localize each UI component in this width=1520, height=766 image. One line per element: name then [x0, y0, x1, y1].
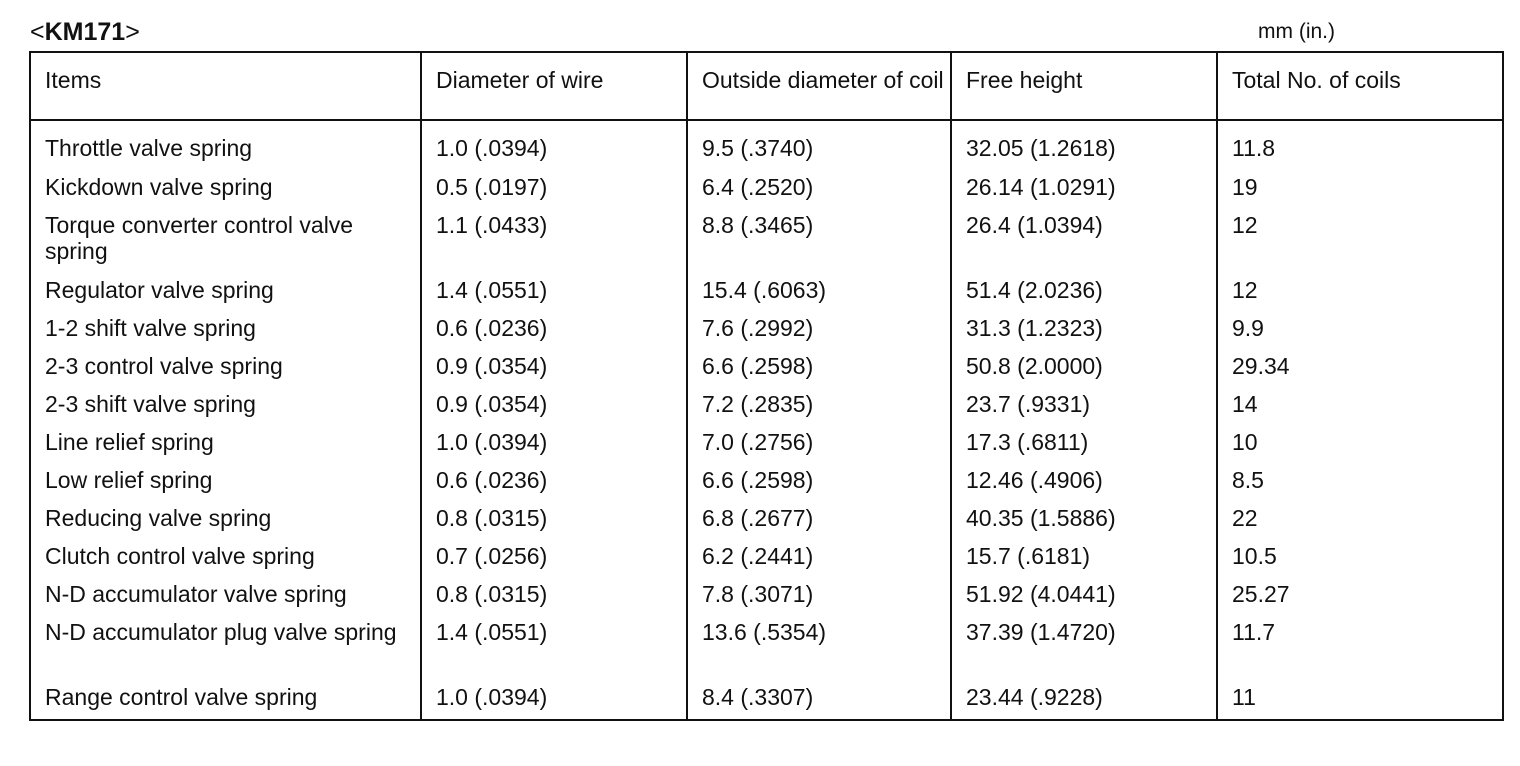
cell-free-height: 51.92 (4.0441) — [950, 573, 1218, 611]
column-header-total-coils: Total No. of coils — [1216, 52, 1504, 121]
cell-item: N-D accumulator plug valve spring — [29, 611, 422, 676]
table-row: 2-3 shift valve spring 0.9 (.0354) 7.2 (… — [29, 383, 1504, 421]
cell-total-coils: 10.5 — [1216, 535, 1504, 573]
table-row: Low relief spring 0.6 (.0236) 6.6 (.2598… — [29, 459, 1504, 497]
column-header-coil-outside-diameter: Outside diameter of coil — [686, 52, 952, 121]
column-header-items: Items — [29, 52, 422, 121]
table-row: Torque converter control valve spring 1.… — [29, 204, 1504, 269]
cell-coil-diameter: 13.6 (.5354) — [686, 611, 952, 676]
model-label: <KM171> — [30, 16, 140, 48]
cell-item: Torque converter control valve spring — [29, 204, 422, 269]
cell-item: 2-3 shift valve spring — [29, 383, 422, 421]
cell-total-coils: 22 — [1216, 497, 1504, 535]
cell-item: Reducing valve spring — [29, 497, 422, 535]
cell-item: Line relief spring — [29, 421, 422, 459]
cell-total-coils: 8.5 — [1216, 459, 1504, 497]
cell-wire-diameter: 0.6 (.0236) — [420, 459, 688, 497]
cell-total-coils: 9.9 — [1216, 307, 1504, 345]
cell-total-coils: 12 — [1216, 204, 1504, 269]
cell-free-height: 26.14 (1.0291) — [950, 166, 1218, 204]
table-row: 1-2 shift valve spring 0.6 (.0236) 7.6 (… — [29, 307, 1504, 345]
cell-free-height: 26.4 (1.0394) — [950, 204, 1218, 269]
cell-coil-diameter: 7.0 (.2756) — [686, 421, 952, 459]
cell-total-coils: 12 — [1216, 269, 1504, 307]
cell-wire-diameter: 1.0 (.0394) — [420, 120, 688, 166]
table-row: Clutch control valve spring 0.7 (.0256) … — [29, 535, 1504, 573]
cell-item: N-D accumulator valve spring — [29, 573, 422, 611]
cell-coil-diameter: 6.2 (.2441) — [686, 535, 952, 573]
cell-wire-diameter: 0.9 (.0354) — [420, 383, 688, 421]
cell-item: Low relief spring — [29, 459, 422, 497]
cell-free-height: 51.4 (2.0236) — [950, 269, 1218, 307]
cell-coil-diameter: 7.6 (.2992) — [686, 307, 952, 345]
model-bracket-close: > — [125, 18, 140, 46]
cell-item: Kickdown valve spring — [29, 166, 422, 204]
cell-coil-diameter: 9.5 (.3740) — [686, 120, 952, 166]
cell-coil-diameter: 6.4 (.2520) — [686, 166, 952, 204]
cell-coil-diameter: 8.4 (.3307) — [686, 676, 952, 720]
table-row: 2-3 control valve spring 0.9 (.0354) 6.6… — [29, 345, 1504, 383]
cell-wire-diameter: 1.0 (.0394) — [420, 676, 688, 720]
spring-spec-table: Items Diameter of wire Outside diameter … — [29, 51, 1504, 721]
cell-free-height: 31.3 (1.2323) — [950, 307, 1218, 345]
cell-coil-diameter: 15.4 (.6063) — [686, 269, 952, 307]
table-row: N-D accumulator valve spring 0.8 (.0315)… — [29, 573, 1504, 611]
model-code: KM171 — [44, 18, 126, 46]
cell-wire-diameter: 0.5 (.0197) — [420, 166, 688, 204]
cell-total-coils: 11 — [1216, 676, 1504, 720]
cell-total-coils: 19 — [1216, 166, 1504, 204]
cell-free-height: 40.35 (1.5886) — [950, 497, 1218, 535]
cell-item: Clutch control valve spring — [29, 535, 422, 573]
cell-coil-diameter: 6.6 (.2598) — [686, 345, 952, 383]
table-header-row: Items Diameter of wire Outside diameter … — [29, 52, 1504, 121]
cell-coil-diameter: 6.8 (.2677) — [686, 497, 952, 535]
cell-wire-diameter: 1.0 (.0394) — [420, 421, 688, 459]
cell-wire-diameter: 1.4 (.0551) — [420, 611, 688, 676]
cell-total-coils: 11.7 — [1216, 611, 1504, 676]
cell-free-height: 32.05 (1.2618) — [950, 120, 1218, 166]
cell-wire-diameter: 1.1 (.0433) — [420, 204, 688, 269]
cell-total-coils: 29.34 — [1216, 345, 1504, 383]
cell-total-coils: 14 — [1216, 383, 1504, 421]
cell-item: Throttle valve spring — [29, 120, 422, 166]
model-bracket-open: < — [30, 18, 45, 46]
cell-free-height: 23.44 (.9228) — [950, 676, 1218, 720]
cell-wire-diameter: 0.8 (.0315) — [420, 497, 688, 535]
cell-free-height: 50.8 (2.0000) — [950, 345, 1218, 383]
cell-free-height: 15.7 (.6181) — [950, 535, 1218, 573]
cell-wire-diameter: 0.7 (.0256) — [420, 535, 688, 573]
cell-coil-diameter: 8.8 (.3465) — [686, 204, 952, 269]
table-row: Range control valve spring 1.0 (.0394) 8… — [29, 676, 1504, 720]
cell-total-coils: 25.27 — [1216, 573, 1504, 611]
cell-total-coils: 10 — [1216, 421, 1504, 459]
cell-item: 2-3 control valve spring — [29, 345, 422, 383]
cell-free-height: 23.7 (.9331) — [950, 383, 1218, 421]
unit-label: mm (in.) — [1258, 20, 1335, 43]
table-row: Line relief spring 1.0 (.0394) 7.0 (.275… — [29, 421, 1504, 459]
cell-item: Range control valve spring — [29, 676, 422, 720]
table-row: N-D accumulator plug valve spring 1.4 (.… — [29, 611, 1504, 676]
cell-wire-diameter: 0.9 (.0354) — [420, 345, 688, 383]
cell-item: Regulator valve spring — [29, 269, 422, 307]
cell-total-coils: 11.8 — [1216, 120, 1504, 166]
cell-wire-diameter: 0.6 (.0236) — [420, 307, 688, 345]
column-header-wire-diameter: Diameter of wire — [420, 52, 688, 121]
cell-item: 1-2 shift valve spring — [29, 307, 422, 345]
cell-coil-diameter: 6.6 (.2598) — [686, 459, 952, 497]
cell-wire-diameter: 0.8 (.0315) — [420, 573, 688, 611]
cell-coil-diameter: 7.8 (.3071) — [686, 573, 952, 611]
table-row: Regulator valve spring 1.4 (.0551) 15.4 … — [29, 269, 1504, 307]
cell-free-height: 37.39 (1.4720) — [950, 611, 1218, 676]
cell-wire-diameter: 1.4 (.0551) — [420, 269, 688, 307]
table-row: Kickdown valve spring 0.5 (.0197) 6.4 (.… — [29, 166, 1504, 204]
cell-coil-diameter: 7.2 (.2835) — [686, 383, 952, 421]
column-header-free-height: Free height — [950, 52, 1218, 121]
table-row: Reducing valve spring 0.8 (.0315) 6.8 (.… — [29, 497, 1504, 535]
table-row: Throttle valve spring 1.0 (.0394) 9.5 (.… — [29, 120, 1504, 166]
cell-free-height: 12.46 (.4906) — [950, 459, 1218, 497]
cell-free-height: 17.3 (.6811) — [950, 421, 1218, 459]
